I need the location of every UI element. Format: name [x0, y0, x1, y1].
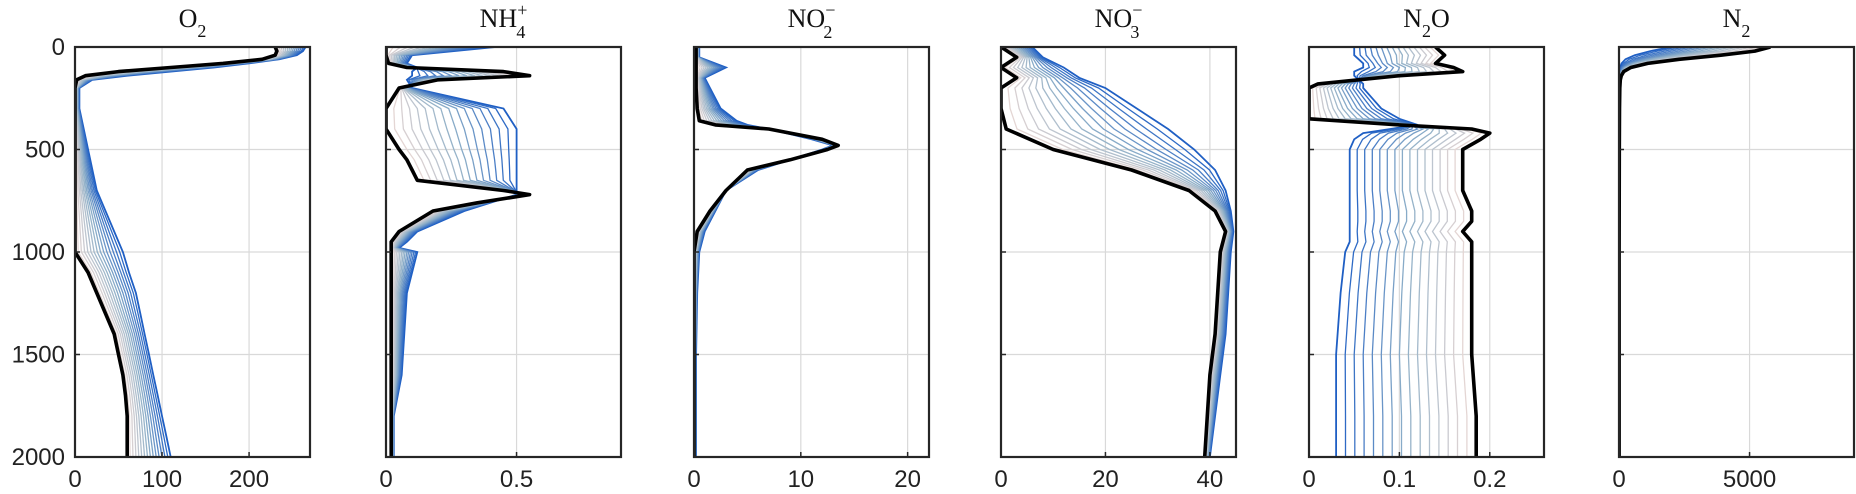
profile-line-5: [392, 47, 523, 457]
panel-2: 0 0.5 NH+ 4: [379, 0, 623, 493]
x-tick-label: 20: [894, 466, 921, 493]
profile-lines: [1309, 47, 1492, 457]
x-tick-label: 0.5: [500, 466, 533, 493]
profile-line-6: [1019, 47, 1231, 457]
final-profile-line: [386, 47, 532, 457]
x-tick-label: 20: [1092, 466, 1119, 493]
x-tick-label: 5000: [1723, 466, 1776, 493]
profile-line-4: [1348, 47, 1414, 457]
panel-title: NO− 3: [1095, 0, 1143, 42]
x-tick-label: 0: [1612, 466, 1625, 493]
profile-line-0: [1031, 47, 1235, 457]
profile-line-2: [392, 47, 520, 457]
profile-line-3: [1025, 47, 1233, 457]
profile-line-12: [1006, 47, 1228, 457]
y-tick-label: 500: [25, 137, 65, 164]
profile-line-3: [1351, 47, 1416, 457]
panel-title: O2: [179, 4, 207, 41]
final-profile-line: [1001, 47, 1228, 457]
profile-line-8: [391, 47, 524, 457]
x-tick-label: 0: [379, 466, 392, 493]
profile-line-7: [1017, 47, 1231, 457]
y-tick-label: 1000: [12, 239, 65, 266]
panel-title: NH+ 4: [480, 0, 528, 42]
profile-line-2: [1353, 47, 1416, 457]
profile-line-1: [1029, 47, 1234, 457]
x-tick-label: 0: [68, 466, 81, 493]
profile-line-4: [1023, 47, 1232, 457]
profile-line-10: [391, 47, 526, 457]
y-tick-label: 2000: [12, 444, 65, 471]
profile-line-1: [393, 47, 519, 457]
final-profile-line: [75, 47, 279, 457]
x-tick-label: 40: [1197, 466, 1224, 493]
panel-title: N2O: [1403, 4, 1450, 41]
x-tick-label: 100: [142, 466, 182, 493]
panel-4: 0 20 40 NO− 3: [994, 0, 1238, 493]
x-tick-label: 200: [229, 466, 269, 493]
y-tick-label: 1500: [12, 342, 65, 369]
profile-lines: [1001, 47, 1235, 457]
profile-lines: [386, 47, 532, 457]
profile-line-7: [1337, 47, 1430, 457]
profile-line-7: [391, 47, 526, 457]
x-tick-label: 0: [994, 466, 1007, 493]
profile-line-2: [1027, 47, 1233, 457]
x-tick-label: 10: [787, 466, 814, 493]
panel-3: 0 10 20 NO− 2: [687, 0, 931, 493]
x-tick-label: 0: [1302, 466, 1315, 493]
final-profile-line: [1309, 47, 1492, 457]
profile-line-6: [392, 47, 525, 457]
x-tick-label: 0: [687, 466, 700, 493]
profile-line-10: [1011, 47, 1229, 457]
profile-line-5: [1021, 47, 1232, 457]
profile-line-11: [391, 47, 527, 457]
profile-line-8: [1015, 47, 1230, 457]
profile-line-5: [1344, 47, 1419, 457]
profile-line-3: [392, 47, 521, 457]
profile-line-9: [391, 47, 525, 457]
profile-lines: [75, 47, 307, 457]
panel-5: 0 0.1 0.2 N2O: [1302, 4, 1546, 493]
profile-line-1: [1344, 47, 1417, 457]
profile-line-12: [390, 47, 528, 457]
profile-line-0: [1335, 47, 1418, 457]
profile-line-0: [392, 47, 518, 457]
panel-title: N2: [1723, 4, 1751, 41]
y-tick-label: 0: [52, 34, 65, 61]
profile-line-9: [1013, 47, 1230, 457]
x-tick-label: 0.2: [1473, 466, 1506, 493]
panel-title: NO− 2: [788, 0, 836, 42]
profile-line-11: [1009, 47, 1229, 457]
profile-line-6: [1340, 47, 1425, 457]
panel-6: 0 5000 N2: [1612, 4, 1856, 493]
profile-line-4: [392, 47, 522, 457]
x-tick-label: 0.1: [1383, 466, 1416, 493]
